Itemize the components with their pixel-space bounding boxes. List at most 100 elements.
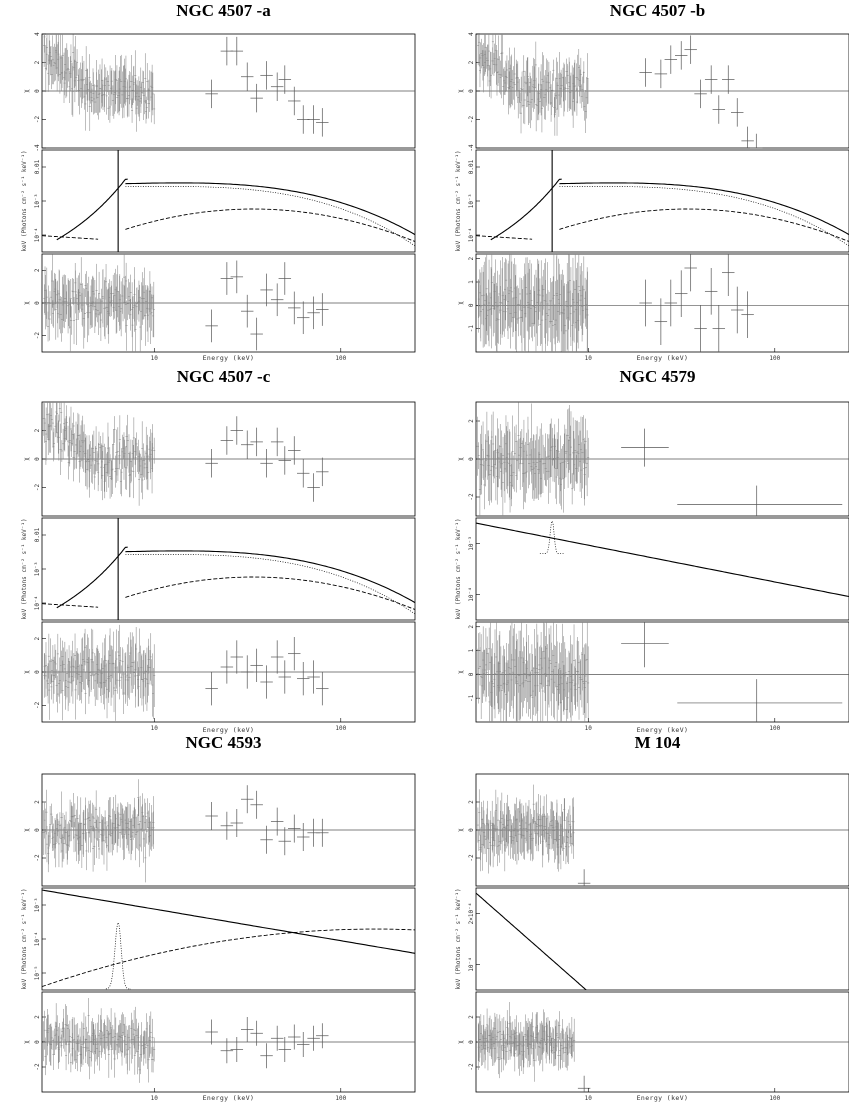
top-highE-residuals	[205, 36, 329, 137]
powerlaw-curve	[476, 522, 849, 598]
model-ytick-label: 10⁻³	[468, 536, 475, 550]
total-curve-lowE	[56, 546, 128, 609]
chart-title: NGC 4579	[619, 367, 695, 386]
bottom-ytick-label: 2	[34, 636, 41, 640]
bottom-ytick-label: 0	[468, 303, 475, 307]
model-ylabel: keV (Photons cm⁻² s⁻¹ keV⁻¹)	[21, 518, 28, 619]
top-ytick-label: 0	[468, 457, 475, 461]
model-ylabel: keV (Photons cm⁻² s⁻¹ keV⁻¹)	[21, 150, 28, 251]
chart-0: NGC 4507 -a 4 2 0 -2 -4 χ 0.01 10⁻³ 10⁻⁴ keV (Phot…	[21, 1, 416, 362]
model-curves	[476, 150, 849, 252]
top-ytick-label: -4	[34, 144, 41, 152]
bottom-highE-residuals	[621, 622, 843, 722]
top-ytick-label: 0	[34, 89, 41, 93]
total-curve-highE	[559, 182, 849, 236]
model-frame	[475, 517, 849, 621]
top-highE-residuals	[205, 416, 329, 502]
transmitted-curve	[125, 554, 415, 615]
model-frame	[475, 887, 849, 991]
bottom-ylabel: χ	[457, 301, 464, 305]
xtick-label: 10	[151, 725, 159, 732]
chart-3: NGC 4579 2 0 -2 χ 10⁻³ 10⁻⁴ keV (Photons cm⁻² s…	[455, 367, 849, 734]
model-ytick-label: 10⁻⁴	[468, 957, 475, 971]
chart-title: NGC 4507 -a	[176, 1, 271, 20]
bottom-lowE-residuals	[43, 254, 155, 352]
bottom-ytick-label: 0	[34, 1040, 41, 1044]
model-ytick-label: 10⁻³	[34, 898, 41, 912]
reflection-curve	[125, 576, 415, 610]
model-ytick-label: 2×10⁻⁴	[468, 903, 475, 925]
bottom-ytick-label: -2	[468, 1063, 475, 1071]
model-frame	[41, 517, 416, 621]
top-ytick-label: 2	[468, 419, 475, 423]
bottom-ytick-label: 2	[468, 1015, 475, 1019]
top-ytick-label: 0	[468, 89, 475, 93]
model-ytick-label: 10⁻⁴	[468, 587, 475, 601]
model-curves	[476, 520, 849, 598]
total-curve-lowE	[56, 178, 128, 241]
bottom-ytick-label: 2	[34, 268, 41, 272]
model-ytick-label: 10⁻⁴	[34, 228, 41, 242]
model-ytick-label: 10⁻⁴	[468, 228, 475, 242]
bottom-ytick-label: 2	[468, 256, 475, 260]
top-ytick-label: 2	[468, 800, 475, 804]
top-lowE-residuals	[42, 402, 156, 506]
bottom-frame	[475, 621, 849, 723]
bottom-lowE-residuals	[42, 997, 156, 1083]
top-ytick-label: -4	[468, 144, 475, 152]
top-ytick-label: -2	[34, 484, 41, 492]
scattered-curve	[42, 235, 99, 240]
transmitted-curve	[559, 186, 849, 247]
top-ytick-label: 2	[34, 60, 41, 64]
top-ytick-label: -2	[468, 854, 475, 862]
model-frame	[475, 149, 849, 253]
xtick-label: 10	[585, 1095, 593, 1102]
top-ytick-label: -2	[34, 116, 41, 124]
bottom-ytick-label: -2	[34, 701, 41, 709]
bottom-ytick-label: 0	[468, 672, 475, 676]
bottom-ytick-label: 0	[34, 301, 41, 305]
xtick-label: 10	[151, 1095, 159, 1102]
top-lowE-residuals	[476, 784, 575, 874]
total-curve-highE	[125, 550, 415, 604]
top-lowE-residuals	[43, 34, 156, 132]
top-ytick-label: -2	[34, 854, 41, 862]
model-ytick-label: 10⁻⁴	[34, 596, 41, 610]
chart-1: NGC 4507 -b 4 2 0 -2 -4 χ 0.01 10⁻³ 10⁻⁴ keV (Phot…	[455, 1, 849, 362]
bottom-highE-residuals	[205, 1017, 329, 1069]
bottom-ytick-label: 0	[34, 670, 41, 674]
model-ytick-label: 0.01	[34, 527, 41, 542]
top-highE-residuals	[639, 35, 763, 149]
top-ylabel: χ	[457, 457, 464, 461]
model-ylabel: keV (Photons cm⁻² s⁻¹ keV⁻¹)	[455, 518, 462, 619]
xtick-label: 10	[585, 725, 593, 732]
top-ytick-label: 4	[468, 32, 475, 36]
top-ytick-label: 2	[34, 800, 41, 804]
chart-2: NGC 4507 -c 2 0 -2 χ 0.01 10⁻³ 10⁻⁴ keV (Photons…	[21, 367, 416, 734]
top-ytick-label: 4	[34, 32, 41, 36]
model-ytick-label: 10⁻³	[468, 194, 475, 208]
bottom-highE-residuals	[205, 260, 329, 351]
top-ytick-label: 2	[34, 428, 41, 432]
bottom-ylabel: χ	[23, 1040, 30, 1044]
model-ylabel: keV (Photons cm⁻² s⁻¹ keV⁻¹)	[21, 888, 28, 989]
model-curves	[42, 518, 415, 620]
bottom-ytick-label: 0	[468, 1040, 475, 1044]
total-curve-highE	[125, 182, 415, 236]
top-ytick-label: -2	[468, 493, 475, 501]
bottom-frame	[475, 253, 849, 353]
xtick-label: 100	[335, 1095, 346, 1102]
top-lowE-residuals	[476, 402, 590, 516]
model-ytick-label: 0.01	[34, 159, 41, 174]
top-lowE-residuals	[477, 34, 590, 136]
x-axis-label: Energy (keV)	[203, 726, 255, 734]
model-curves	[476, 892, 588, 990]
top-ytick-label: 0	[468, 828, 475, 832]
chart-title: NGC 4507 -c	[177, 367, 271, 386]
xtick-label: 100	[769, 355, 780, 362]
x-axis-label: Energy (keV)	[637, 1094, 689, 1102]
bottom-ytick-label: 2	[468, 625, 475, 629]
top-ytick-label: -2	[468, 116, 475, 124]
bottom-ytick-label: 1	[468, 280, 475, 284]
chart-4: NGC 4593 2 0 -2 χ 10⁻³ 10⁻⁴ 10⁻⁵ keV (Photons cm…	[21, 733, 416, 1102]
